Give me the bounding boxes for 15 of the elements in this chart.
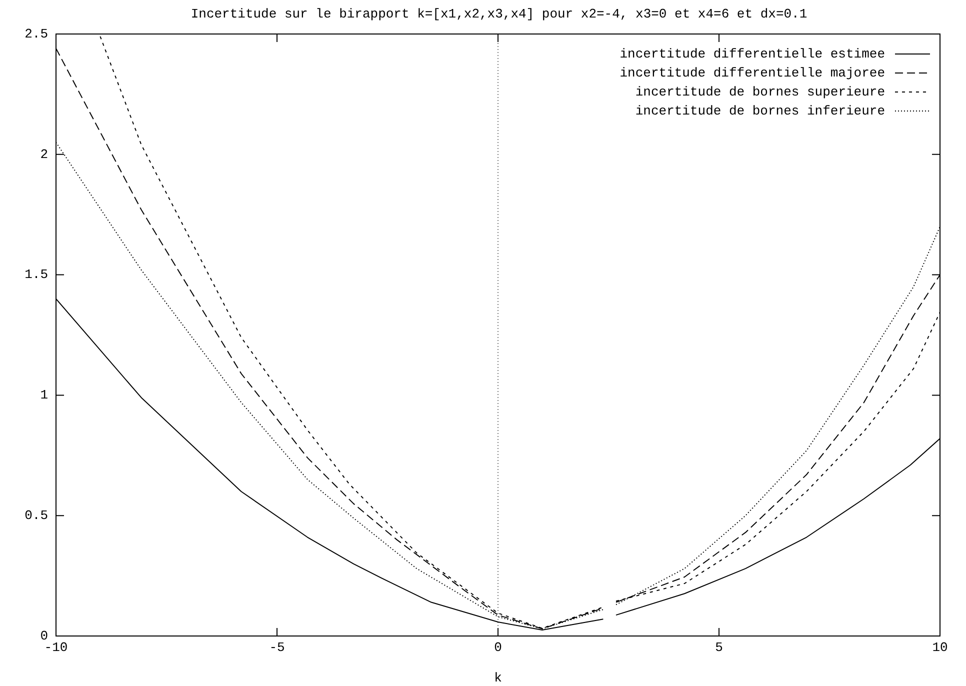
legend-label: incertitude differentielle estimee (620, 46, 885, 62)
y-tick-label: 2 (40, 146, 48, 162)
x-tick-label: 0 (494, 640, 502, 656)
y-tick-label: 1.5 (24, 267, 48, 282)
x-tick-label: -5 (269, 640, 285, 656)
legend-label: incertitude de bornes superieure (635, 84, 885, 100)
y-tick-label: 1 (40, 388, 48, 403)
x-tick-label: 10 (932, 640, 948, 656)
y-tick-label: 2.5 (24, 26, 48, 42)
legend-label: incertitude differentielle majoree (620, 65, 885, 80)
y-tick-label: 0.5 (24, 508, 48, 524)
chart-title: Incertitude sur le birapport k=[x1,x2,x3,x4] pour x2=-4, x3=0 et x4=6 et dx=0.1 (190, 6, 808, 22)
legend-label: incertitude de bornes inferieure (635, 103, 885, 118)
x-axis-title: k (494, 670, 502, 686)
x-tick-label: 5 (715, 640, 723, 656)
